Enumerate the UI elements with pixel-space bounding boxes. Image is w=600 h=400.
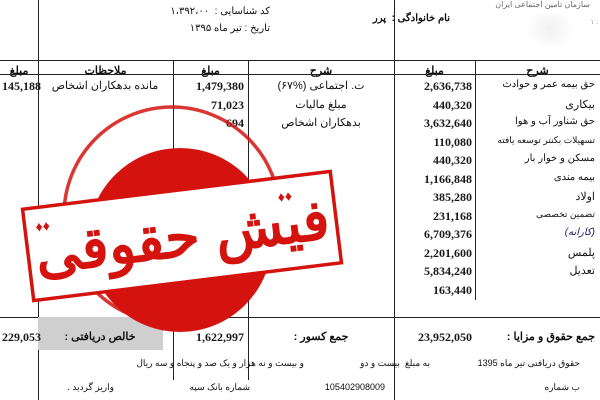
svg-text:فیش حقوقی: فیش حقوقی xyxy=(31,187,333,289)
svg-text:♦♦: ♦♦ xyxy=(35,217,51,235)
svg-text:♦♦: ♦♦ xyxy=(277,187,293,205)
